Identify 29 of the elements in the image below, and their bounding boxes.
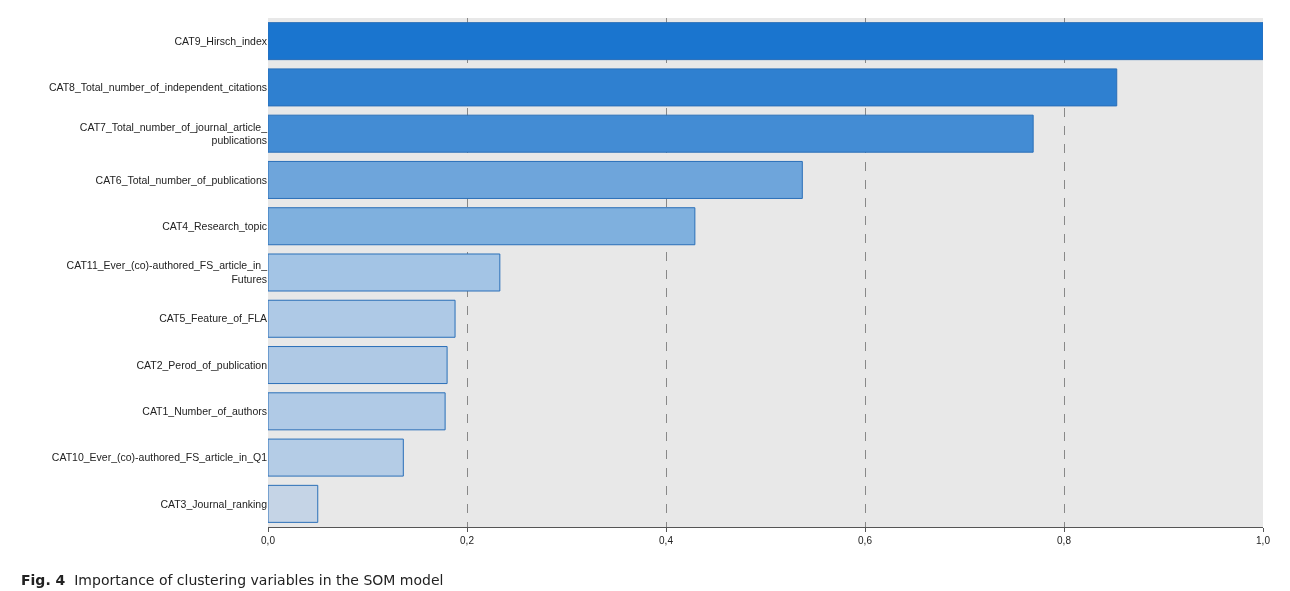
y-tick-label: CAT10_Ever_(co)-authored_FS_article_in_Q1 (51, 451, 268, 464)
y-tick-label: CAT5_Feature_of_FLA (159, 312, 267, 325)
bar (268, 438, 404, 477)
y-tick-label: CAT9_Hirsch_index (174, 34, 268, 47)
bar (268, 392, 446, 431)
y-tick-label: CAT8_Total_number_of_independent_citations (48, 81, 267, 94)
y-tick-label: CAT7_Total_number_of_journal_article_publications (79, 120, 268, 147)
bar (268, 160, 803, 199)
x-tick-label: 0,0 (261, 535, 276, 546)
y-tick-label: CAT6_Total_number_of_publications (95, 173, 267, 186)
x-tick-label: 0,4 (659, 535, 674, 546)
x-tick-label: 0,2 (460, 535, 475, 546)
bar (268, 114, 1034, 153)
bar (268, 299, 456, 338)
y-tick-label: CAT11_Ever_(co)-authored_FS_article_in_Futures (66, 259, 268, 285)
x-tick-label: 0,8 (1057, 535, 1072, 546)
bar (268, 346, 448, 385)
bar (268, 68, 1118, 107)
y-tick-label: CAT1_Number_of_authors (142, 404, 267, 417)
y-tick-label: CAT4_Research_topic (162, 219, 267, 232)
bar (268, 253, 501, 292)
bar (268, 22, 1263, 61)
y-tick-label: CAT3_Journal_ranking (160, 497, 268, 510)
y-tick-label: CAT2_Perod_of_publication (136, 358, 268, 371)
x-tick-label: 1,0 (1256, 535, 1271, 546)
bar (268, 484, 319, 523)
x-tick-label: 0,6 (858, 535, 873, 546)
bar (268, 207, 696, 246)
caption: Fig. 4 Importance of clustering variables in the SOM model (21, 572, 444, 588)
